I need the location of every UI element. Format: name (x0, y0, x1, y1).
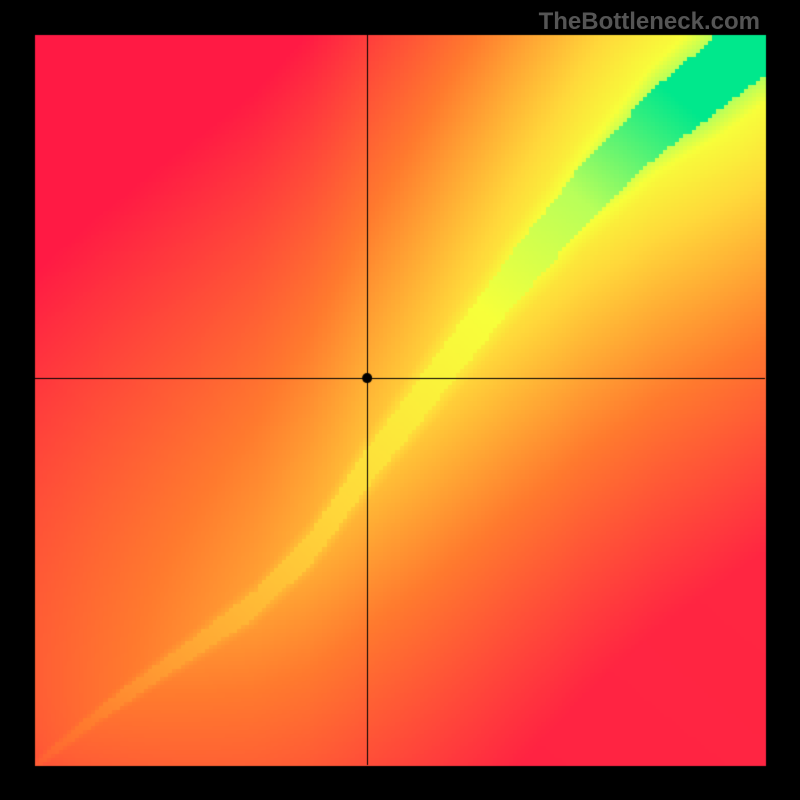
watermark-text: TheBottleneck.com (539, 8, 760, 36)
chart-container: TheBottleneck.com (0, 0, 800, 800)
bottleneck-heatmap (0, 0, 800, 800)
